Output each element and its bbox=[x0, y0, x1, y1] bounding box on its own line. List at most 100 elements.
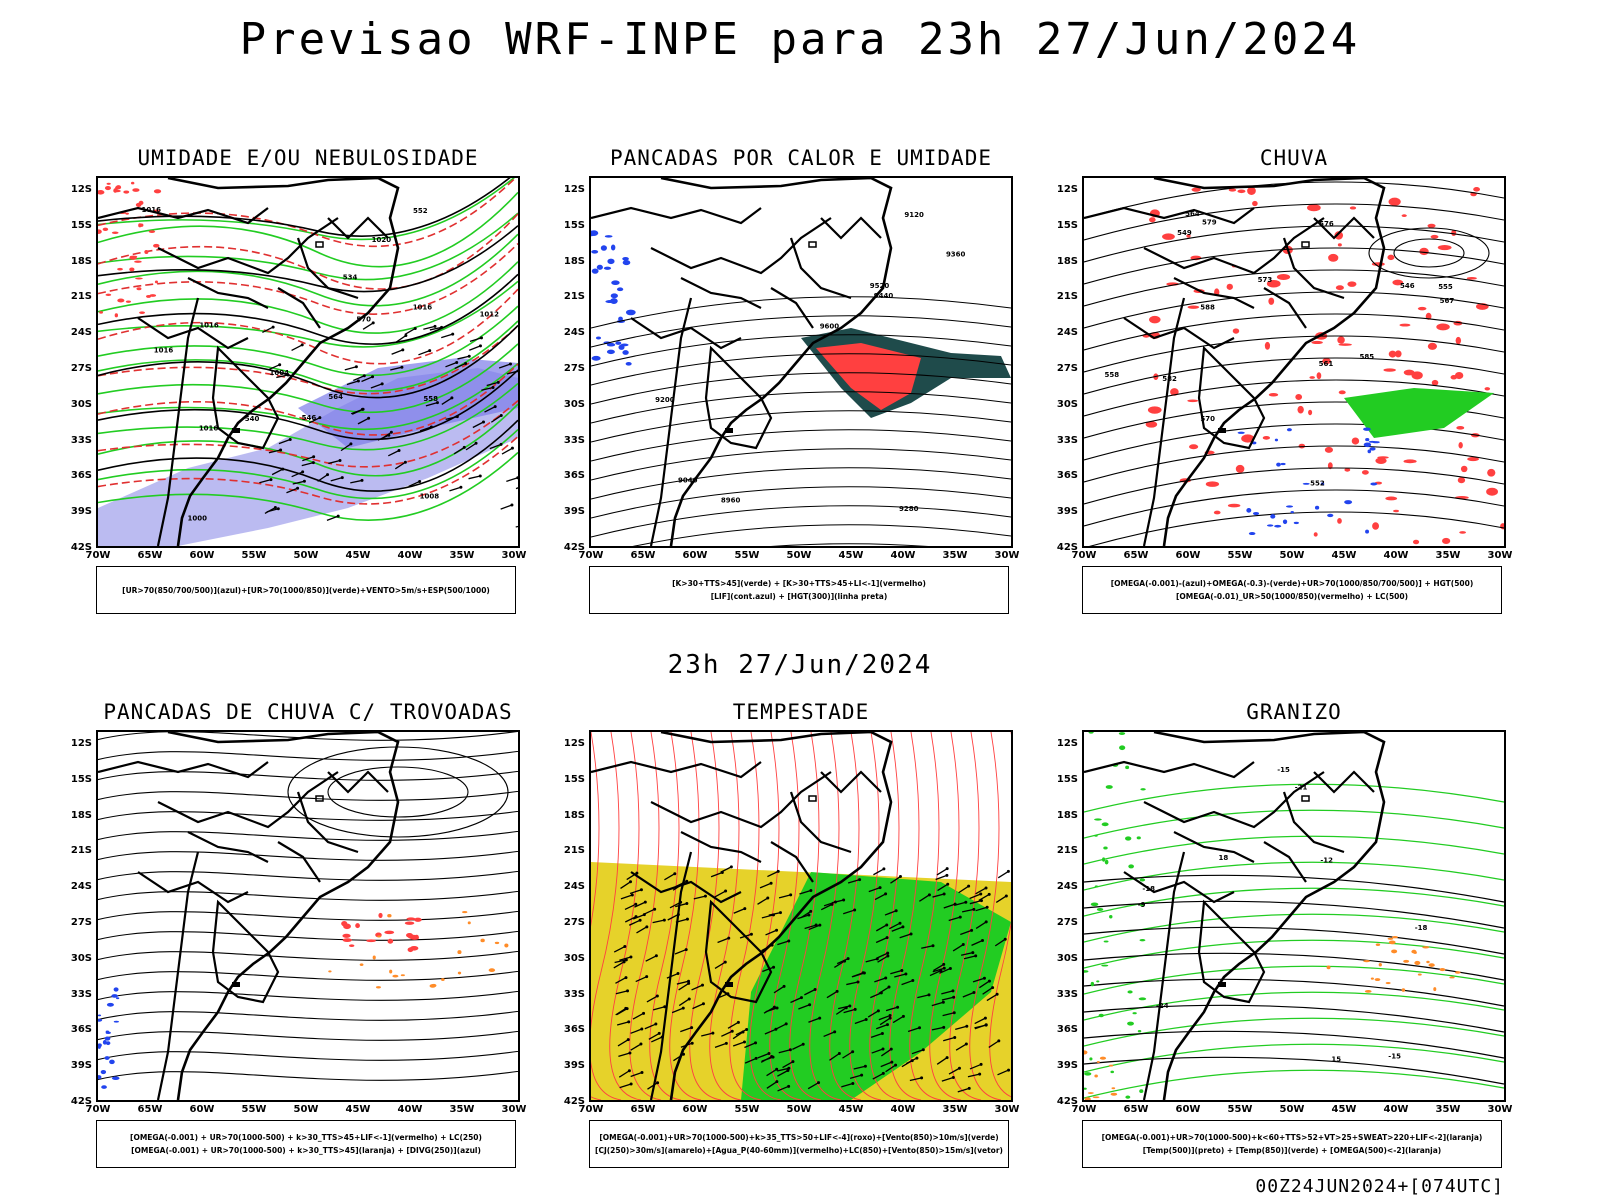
wind-vector-head bbox=[769, 881, 773, 885]
lif-contour bbox=[603, 266, 612, 270]
longitude-tick-label: 50W bbox=[1279, 550, 1305, 561]
longitude-tick-label: 60W bbox=[1175, 1104, 1201, 1115]
wind-vector-head bbox=[326, 473, 330, 477]
temp850-contour-blob bbox=[1127, 990, 1133, 994]
wind-vector-head bbox=[887, 985, 891, 989]
divergence-blue bbox=[109, 1059, 115, 1065]
wind-vector-head bbox=[700, 983, 704, 987]
pressure-contour bbox=[98, 273, 518, 345]
temp850-contour-blob bbox=[1139, 878, 1146, 882]
forecast-map[interactable] bbox=[589, 730, 1013, 1102]
wind-vector bbox=[515, 525, 518, 528]
omega-blue bbox=[1276, 462, 1281, 467]
wind-vector-head bbox=[983, 1016, 987, 1020]
wind-vector bbox=[875, 924, 888, 932]
longitude-tick-label: 40W bbox=[890, 1104, 916, 1115]
wind-vector bbox=[879, 1017, 891, 1026]
wind-vector bbox=[678, 982, 690, 991]
state-border bbox=[650, 771, 832, 829]
wind-vector-head bbox=[881, 1071, 885, 1075]
red-dot bbox=[153, 189, 162, 194]
contour-label: 570 bbox=[356, 316, 371, 324]
storm-orange bbox=[372, 955, 376, 960]
wind-vector bbox=[936, 868, 948, 876]
wind-vector-head bbox=[931, 944, 935, 948]
wind-vector bbox=[838, 1005, 850, 1010]
legend-line: [LIF](cont.azul) + [HGT(300)](linha pret… bbox=[710, 592, 888, 601]
temp500-contour bbox=[1084, 926, 1504, 955]
red-dot bbox=[149, 294, 157, 297]
wind-vector bbox=[629, 889, 642, 895]
wind-vector-head bbox=[349, 442, 353, 446]
wind-vector-head bbox=[901, 1014, 905, 1018]
city-mark bbox=[1301, 241, 1310, 248]
wind-vector bbox=[268, 364, 280, 371]
divergence-blue bbox=[111, 1076, 120, 1080]
wind-vector bbox=[853, 1065, 866, 1070]
wind-vector bbox=[291, 344, 303, 351]
hail-orange bbox=[1084, 1050, 1088, 1055]
storm-orange bbox=[462, 911, 468, 914]
thickness-contour bbox=[98, 288, 518, 365]
wind-vector-head bbox=[296, 486, 300, 490]
forecast-map[interactable]: 1016 1016 1016 1016 1012 1020 1016 1008 1004 1000… bbox=[96, 176, 520, 548]
red-dot bbox=[98, 190, 105, 195]
divergence-blue bbox=[116, 997, 120, 1000]
temp850-contour-blob bbox=[1090, 981, 1095, 987]
omega-blue bbox=[1314, 505, 1320, 510]
wind-vector-head bbox=[835, 989, 839, 993]
temp850-contour-blob bbox=[1125, 1095, 1131, 1099]
wind-vector-head bbox=[853, 1007, 857, 1011]
wind-vector bbox=[877, 955, 889, 963]
wind-vector-head bbox=[701, 1002, 705, 1006]
omega-blue bbox=[1274, 524, 1282, 528]
storm-red bbox=[343, 923, 351, 930]
lif-contour bbox=[611, 280, 620, 286]
rain-red bbox=[1361, 470, 1369, 475]
lif-contour bbox=[607, 258, 615, 265]
forecast-map[interactable]: -9 -12 -15 -18 -21 -24 -15 -18 15 18 bbox=[1082, 730, 1506, 1102]
legend-line: [OMEGA(-0.001)-(azul)+OMEGA(-0.3)-(verde… bbox=[1110, 579, 1474, 588]
wind-vector bbox=[885, 1006, 898, 1012]
rain-red bbox=[1388, 197, 1401, 206]
wind-vector-head bbox=[499, 414, 503, 418]
divergence-blue bbox=[105, 1041, 111, 1046]
rain-red bbox=[1335, 285, 1344, 291]
wind-vector bbox=[929, 970, 942, 977]
streamline bbox=[98, 990, 518, 1001]
wind-vector-head bbox=[340, 476, 344, 480]
red-dot bbox=[148, 230, 156, 234]
wind-vector bbox=[377, 434, 390, 441]
panel-legend: [K>30+TTS>45](verde) + [K>30+TTS>45+LI<-… bbox=[589, 566, 1009, 614]
temp850-contour-blob bbox=[1101, 964, 1109, 967]
longitude-tick-label: 40W bbox=[1383, 550, 1409, 561]
forecast-map[interactable]: 588 585 582 579 576 573 570 567 564 561 558 555 552 5… bbox=[1082, 176, 1506, 548]
wind-vector-head bbox=[904, 972, 908, 976]
lif-contour bbox=[596, 264, 603, 270]
rain-red bbox=[1162, 233, 1175, 240]
omega-blue bbox=[1274, 438, 1279, 442]
contour-label: 576 bbox=[1319, 220, 1334, 228]
wind-vector bbox=[919, 894, 930, 902]
wind-vector-head bbox=[997, 1039, 1001, 1043]
rain-red bbox=[1252, 200, 1258, 207]
longitude-tick-label: 70W bbox=[1071, 550, 1097, 561]
contour-label: 573 bbox=[1258, 276, 1273, 284]
red-dot bbox=[138, 223, 142, 228]
temp500-contour bbox=[1084, 874, 1504, 903]
wind-vector-head bbox=[269, 478, 273, 482]
lifted-condensation-contour bbox=[809, 732, 842, 1100]
forecast-map[interactable]: 9600 9520 9440 9360 9280 9200 9120 9040 8960 bbox=[589, 176, 1013, 548]
wind-vector-head bbox=[685, 879, 689, 883]
longitude-tick-label: 50W bbox=[786, 550, 812, 561]
hail-orange bbox=[1094, 1074, 1098, 1078]
wind-vector bbox=[395, 335, 407, 343]
wind-vector-head bbox=[279, 448, 283, 452]
wind-vector bbox=[766, 1068, 778, 1077]
wind-vector bbox=[391, 349, 404, 355]
latitude-tick-label: 39S bbox=[70, 506, 92, 518]
wind-vector bbox=[472, 421, 484, 429]
forecast-map[interactable] bbox=[96, 730, 520, 1102]
wind-vector bbox=[870, 992, 882, 999]
streamline bbox=[98, 1070, 518, 1081]
